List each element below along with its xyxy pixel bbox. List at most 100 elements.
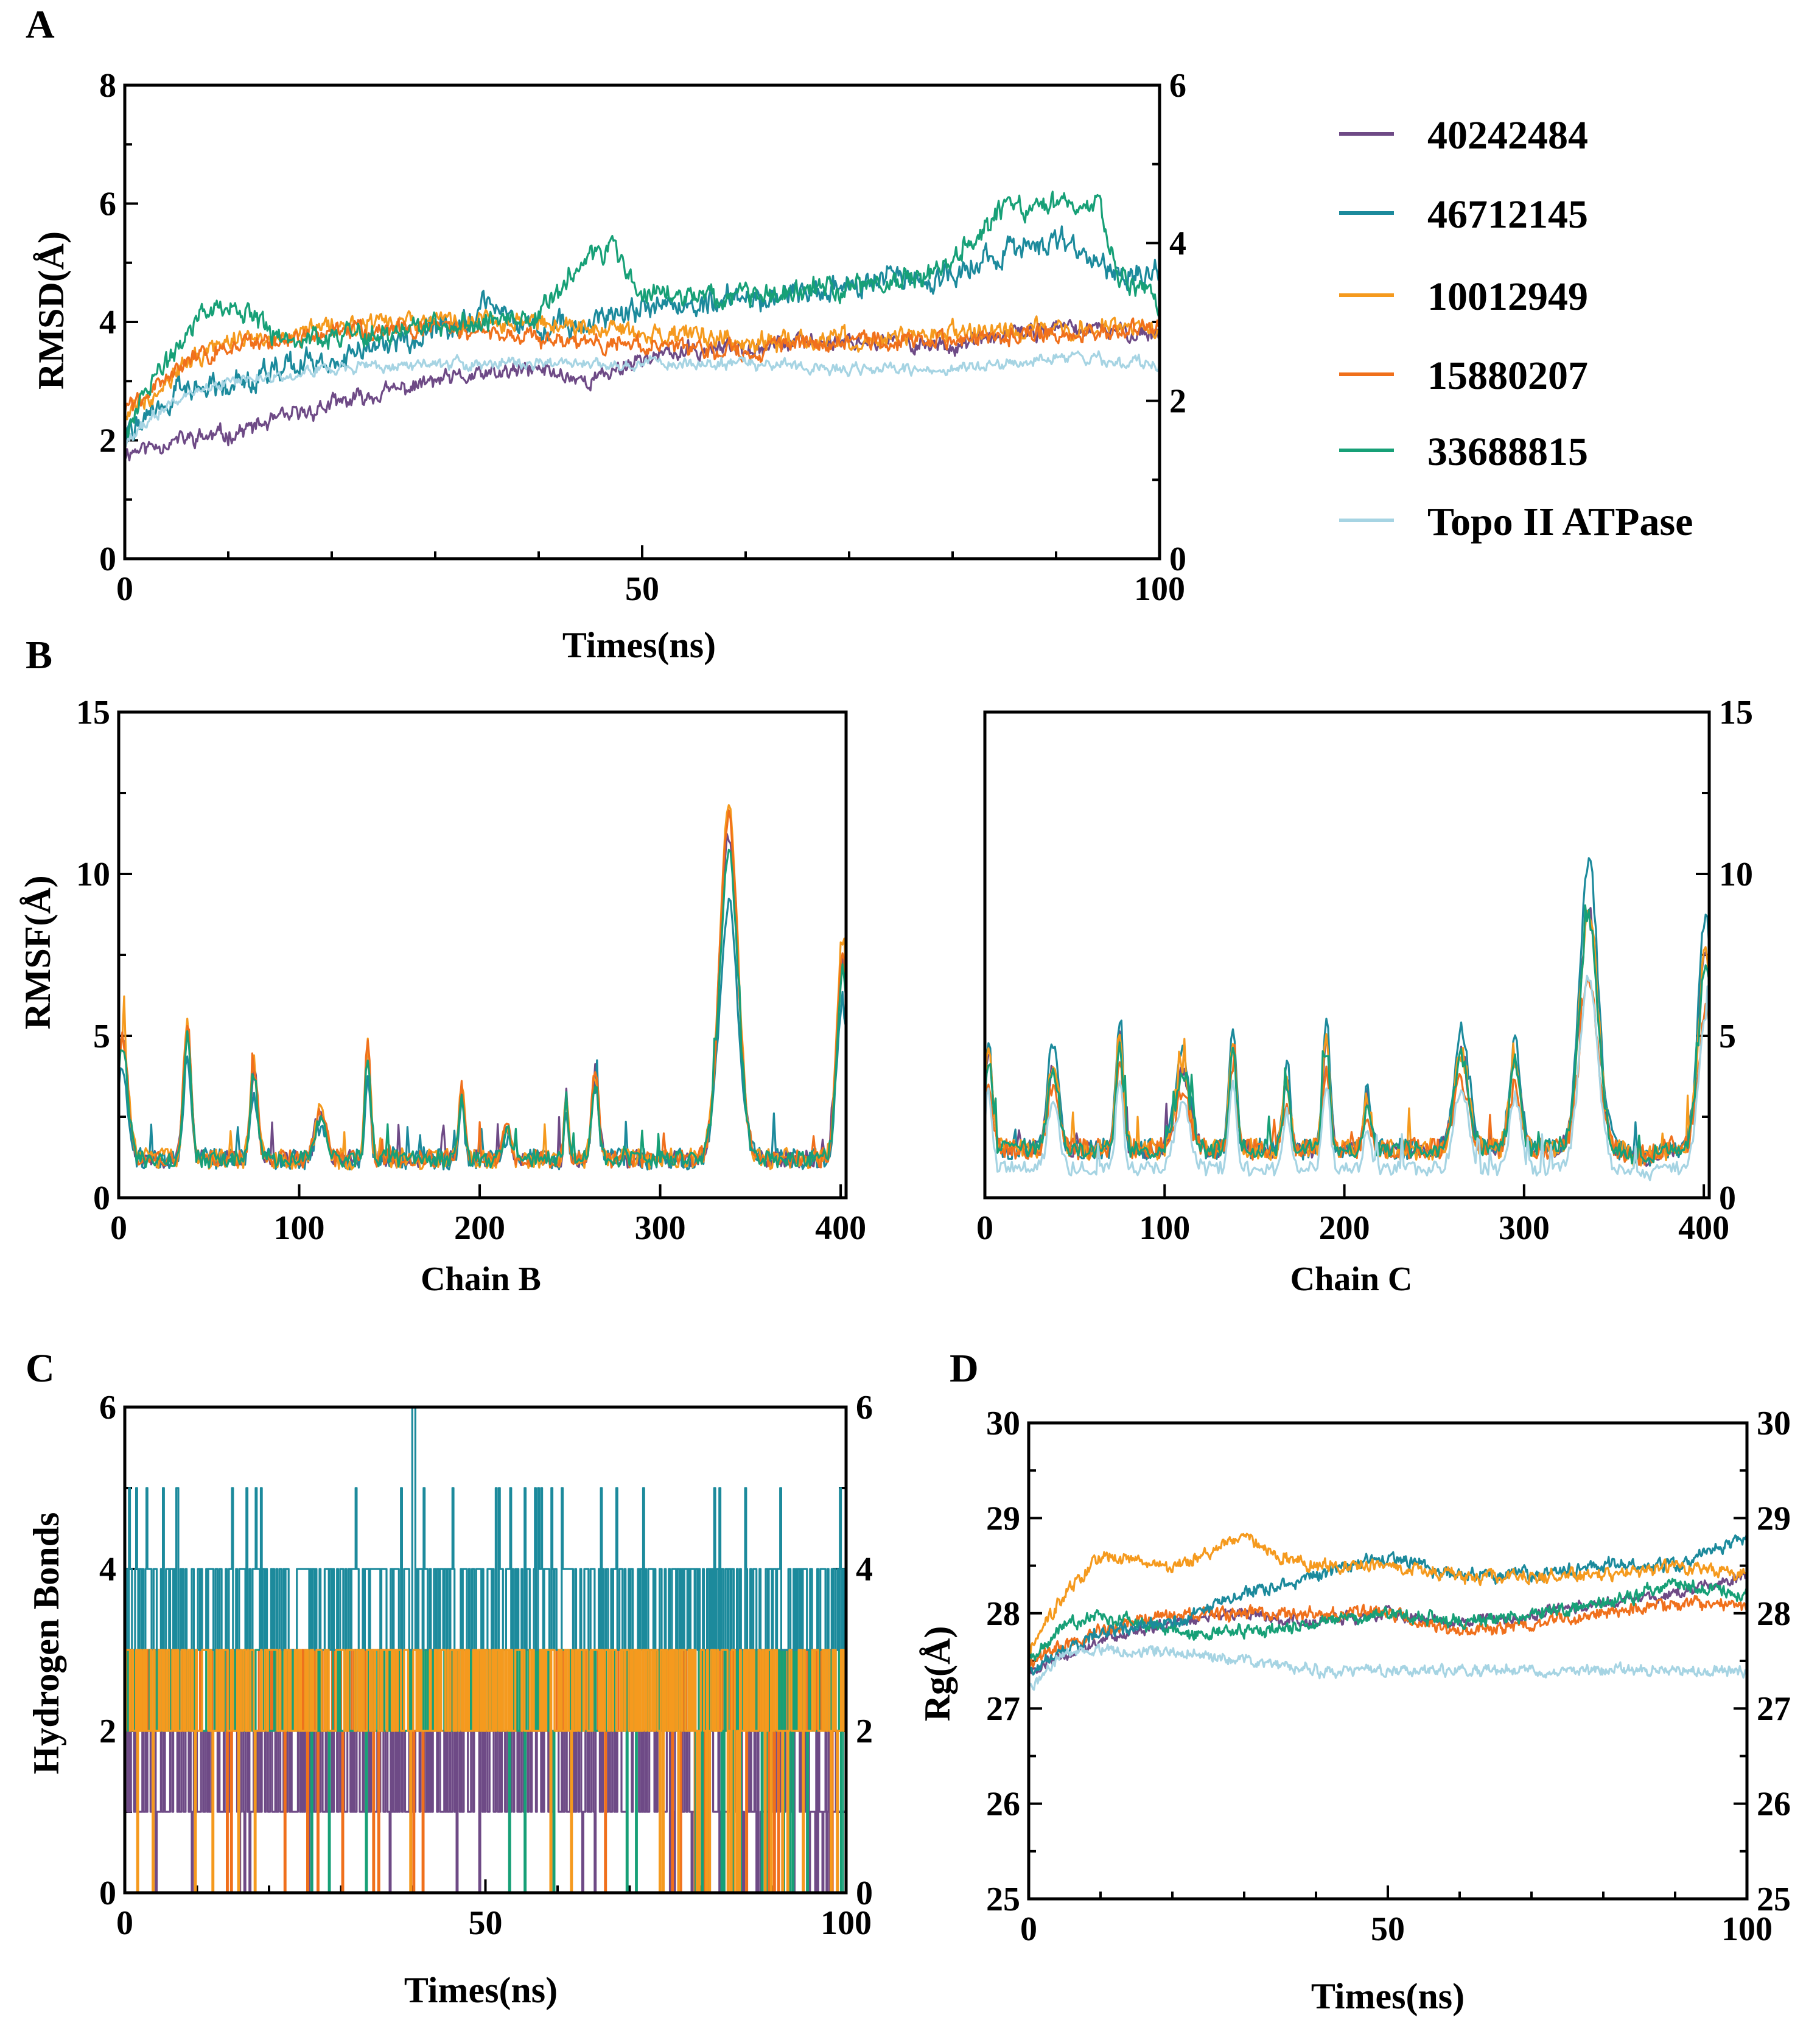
panel-d-series-46712145 [1029, 1532, 1747, 1676]
panel-letter-d: D [950, 1346, 979, 1391]
panel-b-chain-c-series-topo [985, 974, 1709, 1181]
panel-b-chain-b-series-33688815 [119, 848, 846, 1169]
panel-d-ytick-label-26: 26 [986, 1786, 1020, 1823]
panel-a-ytick-label-2: 2 [99, 422, 116, 460]
panel-a-ytick-label-0: 0 [99, 540, 116, 578]
panel-d-series-10012949 [1029, 1532, 1747, 1655]
panel-b-chain-c-xtick-label-0: 0 [976, 1209, 993, 1247]
panel-d-series-40242484 [1029, 1571, 1747, 1675]
legend-label-10012949: 10012949 [1427, 274, 1588, 319]
panel-d-xlabel: Times(ns) [1311, 1976, 1465, 2016]
panel-d-y2tick-label-28: 28 [1757, 1595, 1791, 1633]
panel-b-chain-b-rmsf-chart: 0 100 200 300 400 0 5 10 15 [76, 694, 866, 1247]
panel-d-ytick-label-28: 28 [986, 1595, 1020, 1633]
panel-d-y2tick-label-27: 27 [1757, 1690, 1791, 1728]
panel-b-chain-b-label: Chain B [421, 1260, 541, 1298]
panel-c-ytick-label-6: 6 [99, 1389, 116, 1427]
panel-b-chain-b-series-group [119, 804, 846, 1171]
panel-d-y2tick-label-25: 25 [1757, 1881, 1791, 1918]
panel-a-y2tick-label-4: 4 [1169, 225, 1186, 262]
legend-item-46712145: 46712145 [1339, 192, 1588, 237]
panel-b-chain-c-y2tick-label-15: 15 [1719, 694, 1753, 732]
panel-b-chain-b-ytick-label-5: 5 [93, 1018, 110, 1055]
legend-item-33688815: 33688815 [1339, 430, 1588, 474]
panel-c-xtick-label-50: 50 [469, 1904, 503, 1942]
panel-d-ytick-label-25: 25 [986, 1881, 1020, 1918]
panel-b-chain-b-xtick-label-0: 0 [110, 1209, 127, 1247]
panel-d-ylabel: Rg(Å) [917, 1626, 957, 1722]
panel-b-chain-c-plot-frame [983, 710, 1711, 1200]
panel-a-plot-frame [123, 83, 1161, 561]
panel-b-chain-c-y2tick-label-10: 10 [1719, 856, 1753, 893]
panel-a-y2tick-label-2: 2 [1169, 383, 1186, 421]
legend-label-33688815: 33688815 [1427, 430, 1588, 474]
panel-b-chain-b-xtick-label-400: 400 [815, 1209, 866, 1247]
panel-c-y2tick-label-4: 4 [856, 1551, 873, 1588]
panel-c-ytick-label-0: 0 [99, 1875, 116, 1912]
panel-d-xtick-label-50: 50 [1371, 1910, 1405, 1948]
panel-d-ytick-label-27: 27 [986, 1690, 1020, 1728]
panel-c-y2tick-label-2: 2 [856, 1713, 873, 1750]
panel-c-plot-frame [123, 1405, 848, 1895]
panel-c-ytick-label-4: 4 [99, 1551, 116, 1588]
panel-d-ytick-label-29: 29 [986, 1500, 1020, 1537]
panel-b-chain-b-ytick-label-10: 10 [76, 856, 110, 893]
panel-d-xtick-label-100: 100 [1721, 1910, 1773, 1948]
legend-item-15880207: 15880207 [1339, 354, 1588, 398]
panel-c-ylabel: Hydrogen Bonds [26, 1512, 66, 1775]
panel-c-y2tick-label-6: 6 [856, 1389, 873, 1427]
panel-b-chain-c-xtick-label-200: 200 [1319, 1209, 1370, 1247]
panel-b-chain-c-xtick-label-300: 300 [1499, 1209, 1550, 1247]
panel-d-y2tick-label-26: 26 [1757, 1786, 1791, 1823]
legend-label-40242484: 40242484 [1427, 113, 1588, 158]
panel-b-chain-b-series-15880207 [119, 809, 846, 1169]
panel-b-chain-b-xtick-label-100: 100 [274, 1209, 325, 1247]
panel-b-chain-c-y2tick-label-5: 5 [1719, 1018, 1736, 1055]
panel-b-chain-b-xtick-label-200: 200 [454, 1209, 505, 1247]
panel-letter-b: B [26, 633, 52, 677]
panel-d-series-topo [1029, 1643, 1747, 1692]
legend: 40242484 46712145 10012949 15880207 3368… [1339, 113, 1693, 544]
legend-item-40242484: 40242484 [1339, 113, 1588, 158]
panel-c-xtick-label-0: 0 [116, 1904, 133, 1942]
panel-c-series-46712145 [125, 1407, 846, 1651]
panel-c-series-group [125, 1407, 846, 1893]
panel-b-chain-c-xtick-label-400: 400 [1678, 1209, 1729, 1247]
panel-c-xtick-label-100: 100 [821, 1904, 872, 1942]
panel-a-xtick-label-100: 100 [1134, 570, 1185, 608]
panel-b-chain-b-ytick-label-15: 15 [76, 694, 110, 732]
panel-a-xlabel: Times(ns) [562, 625, 716, 665]
panel-a-series-33688815 [125, 190, 1160, 441]
panel-b-ylabel: RMSF(Å) [18, 875, 58, 1029]
panel-a-y2tick-label-0: 0 [1169, 540, 1186, 578]
panel-d-series-group [1029, 1532, 1747, 1692]
panel-a-series-topo [125, 350, 1160, 447]
panel-a-ytick-label-4: 4 [99, 304, 116, 341]
panel-b-chain-c-label: Chain C [1290, 1260, 1413, 1298]
panel-letter-c: C [26, 1346, 55, 1391]
panel-a-ylabel: RMSD(Å) [31, 231, 71, 390]
panel-b-chain-c-series-46712145 [985, 857, 1709, 1167]
panel-b-chain-c-series-33688815 [985, 904, 1709, 1165]
panel-c-ytick-label-2: 2 [99, 1713, 116, 1750]
panel-d-xtick-label-0: 0 [1020, 1910, 1037, 1948]
panel-c-y2tick-label-0: 0 [856, 1875, 873, 1912]
legend-label-topo-ii-atpase: Topo II ATPase [1427, 500, 1693, 544]
panel-d-y2tick-label-30: 30 [1757, 1405, 1791, 1442]
legend-label-15880207: 15880207 [1427, 354, 1588, 398]
panel-a-xtick-label-50: 50 [625, 570, 659, 608]
panel-letter-a: A [26, 2, 55, 47]
panel-b-chain-b-xtick-label-300: 300 [635, 1209, 686, 1247]
panel-a-series-15880207 [125, 317, 1160, 416]
panel-d-y2tick-label-29: 29 [1757, 1500, 1791, 1537]
panel-d-plot-frame [1027, 1421, 1749, 1901]
panel-b-chain-c-series-group [985, 857, 1709, 1181]
panel-c-series-10012949 [125, 1649, 846, 1893]
panel-a-ytick-label-6: 6 [99, 186, 116, 223]
legend-item-topo-ii-atpase: Topo II ATPase [1339, 500, 1693, 544]
panel-a-series-group [125, 190, 1160, 462]
